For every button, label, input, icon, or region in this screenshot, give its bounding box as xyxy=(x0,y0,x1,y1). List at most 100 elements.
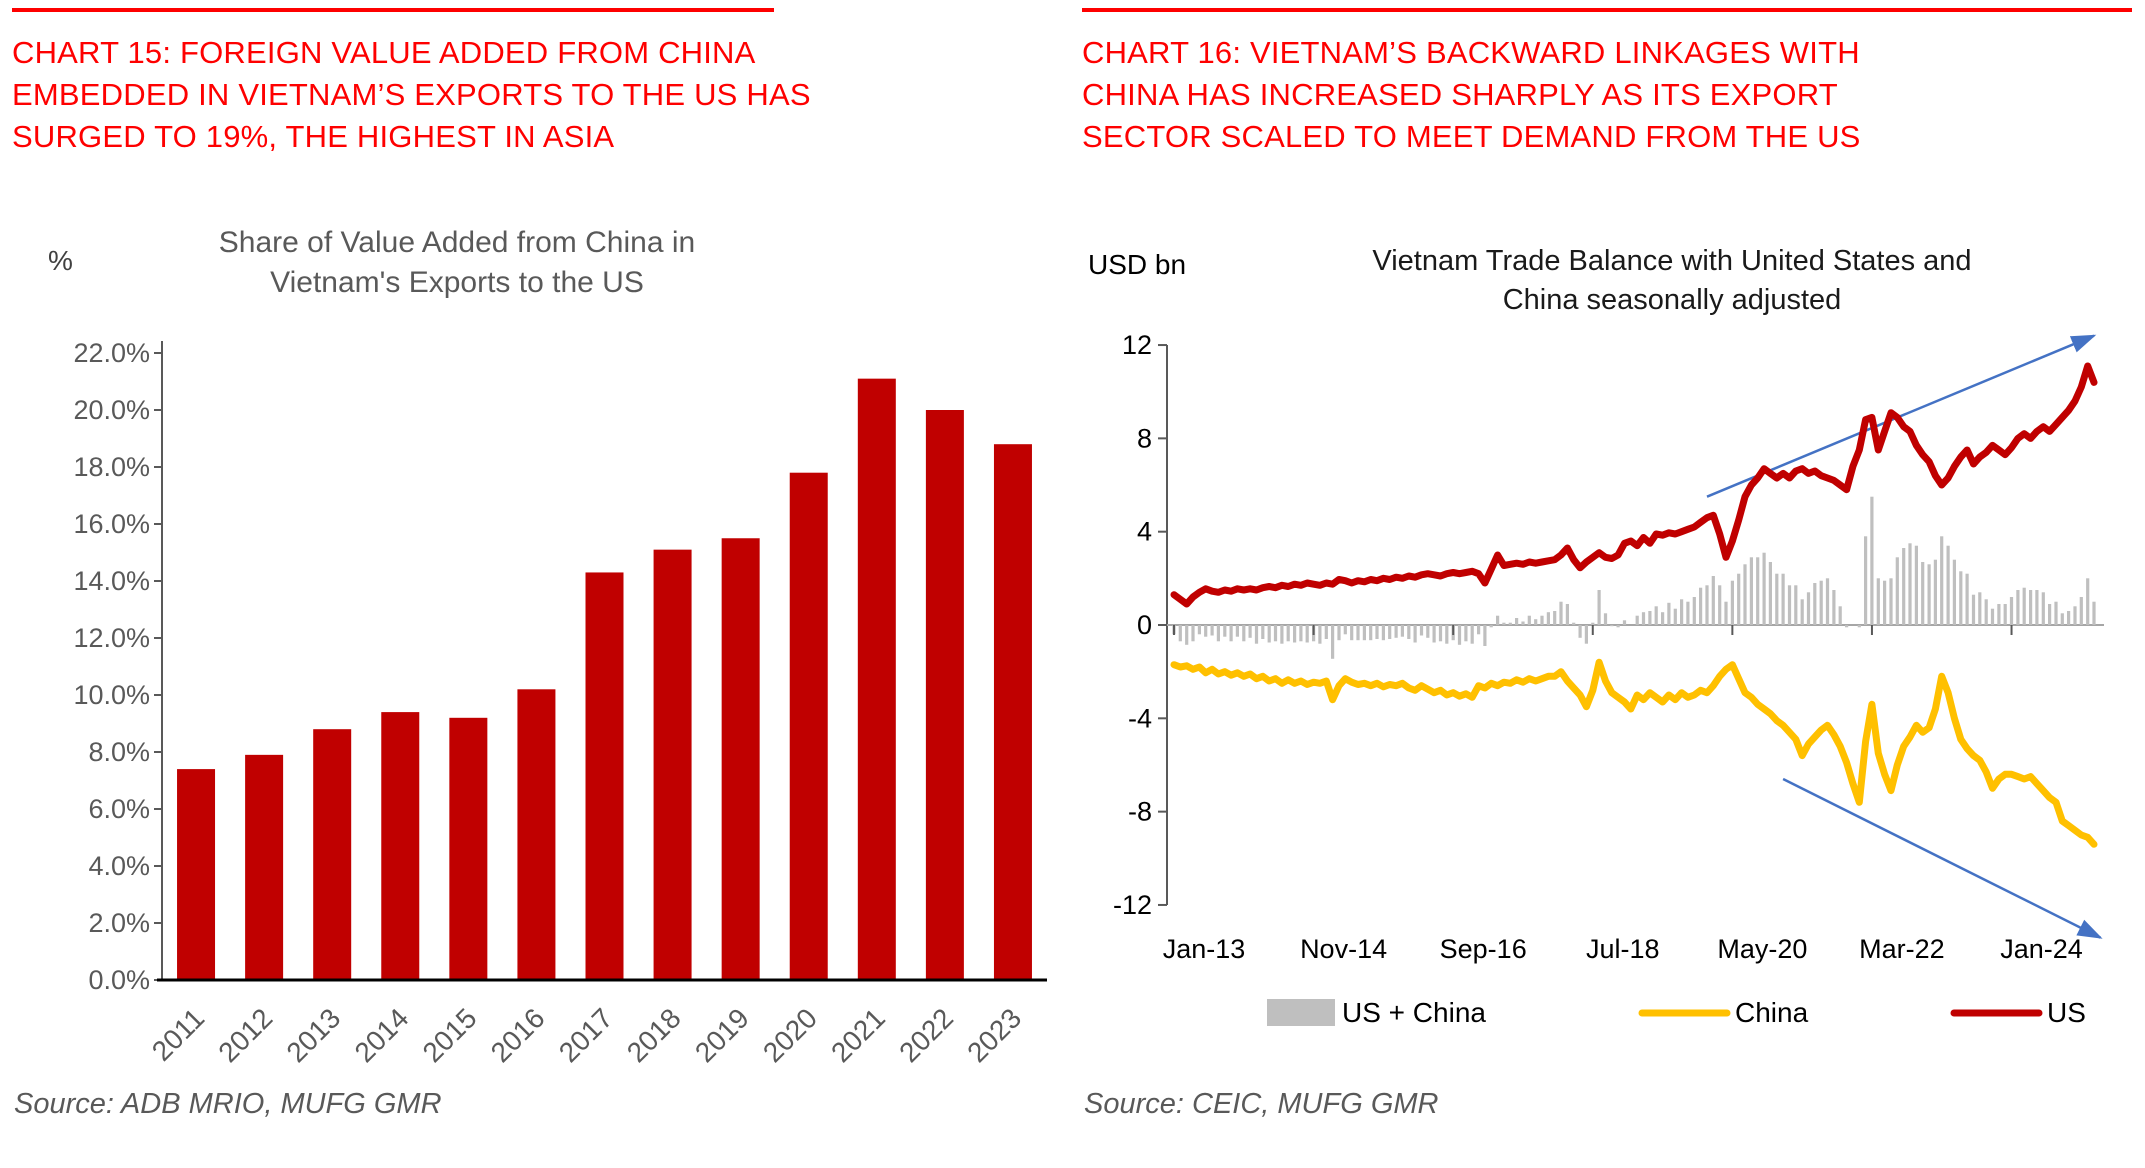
chart15-title: Share of Value Added from China in Vietna… xyxy=(219,226,695,299)
chart16-combined-bar xyxy=(1711,576,1715,625)
chart16-combined-bar xyxy=(1889,578,1893,625)
chart16-combined-bar xyxy=(1280,625,1284,644)
chart16-combined-bar xyxy=(1261,625,1265,639)
chart16-combined-bar xyxy=(1572,622,1576,625)
chart16-combined-bar xyxy=(1362,625,1366,641)
chart16-combined-bar xyxy=(1305,625,1309,643)
chart15-x-tick-label: 2017 xyxy=(553,1002,619,1068)
chart16-combined-bar xyxy=(1394,625,1398,638)
chart16-combined-bar xyxy=(1565,604,1569,625)
chart16-headline: CHART 16: VIETNAM’S BACKWARD LINKAGES WI… xyxy=(1082,32,2140,158)
chart16-combined-bar xyxy=(1407,625,1411,639)
chart16-combined-bar xyxy=(1819,580,1823,625)
chart16-y-tick-label: -8 xyxy=(1128,797,1152,827)
chart15-bar-2012 xyxy=(245,754,284,980)
chart16-combined-bar xyxy=(1959,571,1963,625)
chart16-combined-bar xyxy=(1248,625,1252,638)
chart16-combined-bar xyxy=(1661,612,1665,625)
chart16-x-tick-label: Jan-13 xyxy=(1163,934,1246,964)
chart16-combined-bar xyxy=(1210,625,1214,636)
chart16-combined-bar xyxy=(1762,552,1766,625)
legend-swatch-us-plus-china xyxy=(1267,999,1335,1026)
chart16-combined-bar xyxy=(1743,564,1747,625)
chart15-y-tick-label: 2.0% xyxy=(88,908,150,938)
chart16-combined-bar xyxy=(1216,625,1220,642)
chart16-combined-bar xyxy=(1641,612,1646,625)
chart16-combined-bar xyxy=(1971,594,1976,625)
chart16-combined-bar xyxy=(1914,545,1918,625)
chart15-x-tick-label: 2012 xyxy=(212,1002,278,1068)
chart16-combined-bar xyxy=(1990,608,1995,625)
chart16-combined-bar xyxy=(1534,619,1538,625)
chart16-combined-bar xyxy=(1883,580,1887,625)
chart16-combined-bar xyxy=(1318,625,1322,644)
chart16-combined-bar xyxy=(1293,625,1297,643)
chart16-combined-bar xyxy=(1895,557,1899,625)
chart15-bar-2017 xyxy=(585,572,624,980)
chart16-x-tick-label: Jan-24 xyxy=(2000,934,2083,964)
chart16-x-tick-label: Mar-22 xyxy=(1859,934,1945,964)
chart16-combined-bar xyxy=(2003,604,2007,625)
chart15-y-tick-label: 8.0% xyxy=(88,737,150,767)
chart16-title: Vietnam Trade Balance with United States… xyxy=(1372,245,1971,316)
chart16-combined-bar xyxy=(1331,625,1335,659)
chart16-combined-bar xyxy=(1375,625,1379,639)
chart16-combined-bar xyxy=(2092,601,2096,625)
chart16-combined-bar xyxy=(1718,585,1722,625)
chart16-combined-bar xyxy=(1927,564,1931,625)
chart16-combined-bar xyxy=(1356,625,1360,641)
chart16-combined-bar xyxy=(1477,625,1481,635)
chart16-combined-bar xyxy=(1223,625,1227,637)
chart15-y-tick-label: 20.0% xyxy=(73,395,150,425)
chart16-combined-bar xyxy=(1864,536,1868,625)
legend-label-china: China xyxy=(1735,997,1809,1028)
chart16-combined-bar xyxy=(1324,625,1328,639)
chart16-combined-bar xyxy=(1559,601,1563,625)
chart15-x-tick-label: 2021 xyxy=(825,1002,891,1068)
chart16-combined-bar xyxy=(1648,611,1652,625)
chart16-combined-bar xyxy=(1286,625,1290,642)
chart15-unit-label: % xyxy=(48,245,73,276)
chart15-y-tick-label: 18.0% xyxy=(73,452,150,482)
chart16-combined-bar xyxy=(1622,620,1627,625)
chart16-combined-bar xyxy=(1946,545,1950,625)
chart16-combined-bar xyxy=(1749,557,1753,625)
chart16-y-tick-label: 4 xyxy=(1137,517,1152,547)
chart16-combined-bar xyxy=(1591,622,1595,625)
chart16-combined-bar xyxy=(2067,611,2071,625)
chart16-y-tick-label: -12 xyxy=(1113,890,1152,920)
chart16-combined-bar xyxy=(1496,615,1500,625)
chart16-combined-bar xyxy=(1343,625,1347,635)
chart16-combined-bar xyxy=(1457,625,1462,645)
chart15-x-tick-label: 2020 xyxy=(757,1002,823,1068)
chart16-combined-bar xyxy=(1787,585,1792,625)
headline-line: CHART 16: VIETNAM’S BACKWARD LINKAGES WI… xyxy=(1082,35,1860,70)
headline-line: SECTOR SCALED TO MEET DEMAND FROM THE US xyxy=(1082,119,1861,154)
chart16-combined-bar xyxy=(1502,622,1506,625)
chart16-combined-bar xyxy=(1724,601,1728,625)
chart16-x-tick-label: Nov-14 xyxy=(1300,934,1387,964)
chart16-combined-bar xyxy=(1464,625,1468,642)
chart15-y-tick-label: 0.0% xyxy=(88,965,150,995)
chart16-combined-bar xyxy=(1933,559,1937,625)
headline-line: CHINA HAS INCREASED SHARPLY AS ITS EXPOR… xyxy=(1082,77,1838,112)
chart16-combined-bar xyxy=(2022,587,2026,625)
chart16-combined-bar xyxy=(1369,625,1373,641)
chart16-combined-bar xyxy=(1337,625,1341,641)
chart16-combined-bar xyxy=(1756,557,1760,625)
chart16-combined-bar xyxy=(2086,578,2090,625)
chart16-us-line xyxy=(1170,362,2098,608)
chart16-combined-bar xyxy=(1603,613,1608,625)
chart16-combined-bar xyxy=(1597,590,1601,625)
chart16-x-tick-label: Sep-16 xyxy=(1440,934,1527,964)
chart16-combined-bar xyxy=(1781,573,1785,625)
chart16-combined-bar xyxy=(1521,621,1525,625)
headline-line: CHART 15: FOREIGN VALUE ADDED FROM CHINA xyxy=(12,35,756,70)
chart16-combined-bar xyxy=(1832,590,1836,625)
chart16-combined-bar xyxy=(1438,625,1443,642)
chart16-combined-bar xyxy=(1508,622,1512,625)
chart16-combined-bar xyxy=(1845,625,1849,628)
chart15-x-tick-label: 2018 xyxy=(621,1002,687,1068)
chart16-combined-bar xyxy=(1527,615,1531,625)
chart15-y-tick-label: 12.0% xyxy=(73,623,150,653)
